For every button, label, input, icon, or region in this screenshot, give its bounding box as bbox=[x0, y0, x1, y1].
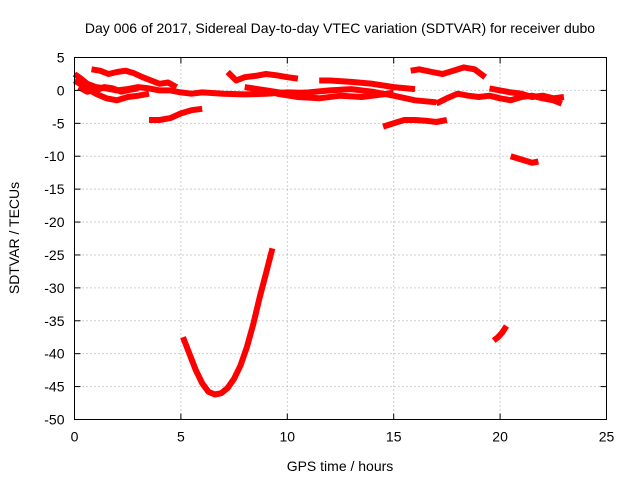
y-tick-label: -30 bbox=[44, 280, 64, 296]
y-tick-label: -15 bbox=[44, 181, 64, 197]
y-tick-label: 5 bbox=[57, 50, 65, 66]
plot-frame bbox=[74, 57, 607, 420]
x-tick-label: 10 bbox=[280, 429, 296, 445]
grid bbox=[74, 57, 607, 420]
series-arc-14 bbox=[509, 153, 539, 166]
y-tick-label: -40 bbox=[44, 346, 64, 362]
x-tick-label: 25 bbox=[599, 429, 615, 445]
y-axis-label: SDTVAR / TECUs bbox=[6, 182, 22, 294]
series-arc-13 bbox=[488, 85, 565, 102]
series-arc-8 bbox=[276, 89, 395, 102]
series-arc-3 bbox=[91, 66, 179, 90]
x-tick-label: 5 bbox=[177, 429, 185, 445]
series-arc-5 bbox=[149, 105, 203, 123]
series-arc-1 bbox=[72, 71, 309, 98]
series-arc-10 bbox=[382, 117, 448, 130]
y-tick-label: -10 bbox=[44, 148, 64, 164]
series-arc-15 bbox=[180, 247, 276, 398]
series-arc-11 bbox=[410, 64, 487, 80]
y-tick-label: -50 bbox=[44, 412, 64, 428]
y-tick-label: 0 bbox=[57, 82, 65, 98]
y-tick-label: -35 bbox=[44, 313, 64, 329]
x-tick-label: 0 bbox=[71, 429, 79, 445]
x-tick-label: 20 bbox=[492, 429, 508, 445]
series-arc-7 bbox=[244, 84, 437, 106]
y-tick-label: -25 bbox=[44, 247, 64, 263]
axis-ticks: 0 5 10 15 20 25 5 0 -5 -10 -15 -20 -25 -30 -35 -40 -45 -5… bbox=[44, 50, 614, 445]
y-tick-label: -45 bbox=[44, 379, 64, 395]
series-arc-9 bbox=[319, 77, 416, 93]
x-axis-label: GPS time / hours bbox=[287, 458, 394, 474]
series-arc-6 bbox=[225, 69, 299, 84]
chart-title: Day 006 of 2017, Sidereal Day-to-day VTE… bbox=[85, 20, 595, 36]
y-tick-label: -20 bbox=[44, 214, 64, 230]
series-arc-16 bbox=[491, 324, 510, 343]
y-tick-label: -5 bbox=[52, 115, 65, 131]
data-traces bbox=[72, 64, 565, 398]
series-arc-4 bbox=[77, 84, 139, 95]
x-tick-label: 15 bbox=[386, 429, 402, 445]
